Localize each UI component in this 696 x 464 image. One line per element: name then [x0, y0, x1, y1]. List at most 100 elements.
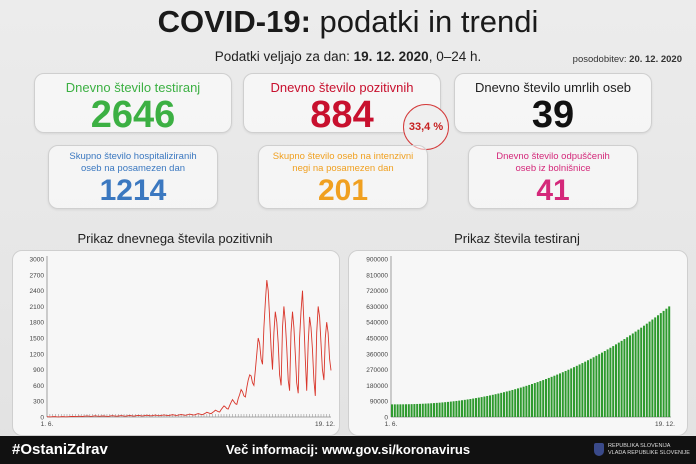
test-bar: [503, 392, 505, 417]
deaths-card: Dnevno število umrlih oseb 39: [454, 73, 652, 136]
test-bar: [536, 382, 539, 417]
test-bar: [396, 404, 399, 417]
positive-line-chart: 300027002400210018001500120090060030001.…: [30, 256, 335, 428]
test-bar: [419, 403, 421, 417]
test-bar: [606, 349, 609, 417]
test-bar: [657, 315, 659, 417]
positive-chart-title: Prikaz dnevnega števila pozitivnih: [77, 231, 273, 246]
test-bar: [640, 327, 643, 417]
y-tick-label: 300: [33, 399, 44, 406]
test-bar: [573, 367, 575, 417]
test-bar: [413, 404, 416, 417]
test-bar: [519, 387, 522, 417]
positive-value: 884: [310, 94, 374, 136]
y-tick-label: 630000: [366, 304, 388, 311]
test-bar: [421, 403, 424, 417]
y-tick-label: 810000: [366, 272, 388, 279]
test-bar: [407, 404, 410, 417]
test-bar: [589, 358, 592, 417]
test-bar: [511, 389, 514, 417]
test-bar: [575, 365, 578, 417]
icu-label-1: Skupno število oseb na intenzivni: [272, 151, 414, 162]
y-tick-label: 360000: [366, 351, 388, 358]
test-bar: [645, 323, 648, 417]
test-bar: [556, 374, 559, 417]
test-bar: [617, 342, 620, 417]
test-bar: [438, 402, 441, 417]
tests-bar-chart: 9000008100007200006300005400004500003600…: [366, 256, 675, 428]
test-bar: [668, 306, 671, 417]
test-bar: [489, 395, 491, 417]
y-tick-label: 1800: [30, 320, 45, 327]
test-bar: [592, 357, 595, 417]
footer-bar: #OstaniZdrav Več informacij: www.gov.si/…: [0, 436, 696, 464]
discharged-card: Dnevno število odpuščenih oseb iz bolniš…: [468, 145, 638, 209]
deaths-value: 39: [531, 94, 575, 136]
positive-card: Dnevno število pozitivnih 884: [243, 73, 441, 136]
test-bar: [547, 377, 550, 417]
test-bar: [427, 403, 430, 417]
test-bar: [545, 379, 547, 417]
page-title: COVID-19: podatki in trendi: [157, 4, 539, 39]
test-bar: [651, 319, 654, 417]
icu-value: 201: [317, 174, 369, 207]
test-bar: [477, 397, 480, 417]
gov-line-2: VLADA REPUBLIKE SLOVENIJE: [608, 449, 690, 456]
test-bar: [578, 364, 581, 417]
test-bar: [393, 404, 396, 417]
test-bar: [486, 395, 489, 417]
test-bar: [531, 384, 533, 417]
test-bar: [528, 384, 531, 417]
test-bar: [475, 398, 477, 417]
test-bar: [435, 402, 438, 417]
test-bar: [637, 329, 640, 417]
test-bar: [405, 404, 407, 417]
y-tick-label: 600: [33, 383, 44, 390]
gov-line-1: REPUBLIKA SLOVENIJA: [608, 443, 671, 449]
test-bar: [410, 404, 413, 417]
test-bar: [402, 404, 405, 417]
x-end-label: 19. 12.: [655, 421, 675, 428]
test-bar: [494, 394, 497, 417]
test-bar: [391, 404, 393, 417]
x-start-label: 1. 6.: [41, 421, 54, 428]
y-tick-label: 1500: [30, 336, 45, 343]
hospitalized-value: 1214: [99, 174, 167, 207]
y-tick-label: 2700: [30, 272, 45, 279]
test-bar: [570, 368, 573, 417]
coat-of-arms-icon: [594, 443, 604, 456]
test-bar: [665, 308, 668, 417]
more-info-link[interactable]: Več informacij: www.gov.si/koronavirus: [225, 442, 471, 457]
tests-chart-panel: 900000 810000 720000 630000 540000 450000 3600…: [348, 250, 688, 436]
y-tick-label: 90000: [370, 399, 388, 406]
tests-chart-title: Prikaz števila testiranj: [454, 231, 580, 246]
test-bar: [533, 383, 536, 417]
y-tick-label: 2100: [30, 304, 45, 311]
x-end-label: 19. 12.: [315, 421, 335, 428]
y-tick-label: 0: [384, 415, 388, 422]
tested-label: Dnevno število testiranj: [65, 80, 201, 95]
y-tick-label: 0: [40, 415, 44, 422]
test-bar: [643, 325, 645, 417]
hospitalized-card: Skupno število hospitaliziranih oseb na …: [48, 145, 218, 209]
test-bar: [539, 381, 542, 417]
test-bar: [441, 402, 444, 417]
validity-line: Podatki veljajo za dan: 19. 12. 2020, 0–…: [214, 49, 482, 64]
test-bar: [659, 313, 662, 417]
test-bar: [452, 401, 455, 417]
hospitalized-label-2: oseb na posamezen dan: [80, 163, 186, 174]
test-bar: [550, 376, 553, 417]
discharged-label-2: oseb iz bolnišnice: [515, 163, 591, 174]
y-tick-label: 450000: [366, 336, 388, 343]
test-bar: [631, 333, 634, 417]
y-tick-label: 3000: [30, 257, 45, 264]
tested-card: Dnevno število testiranj 2646: [34, 73, 232, 136]
positive-label: Dnevno število pozitivnih: [270, 80, 414, 95]
discharged-label-1: Dnevno število odpuščenih: [496, 151, 610, 162]
test-bar: [505, 391, 508, 417]
test-bar: [662, 310, 665, 417]
test-bar: [461, 400, 463, 417]
test-bar: [430, 403, 433, 417]
test-bar: [595, 355, 598, 417]
